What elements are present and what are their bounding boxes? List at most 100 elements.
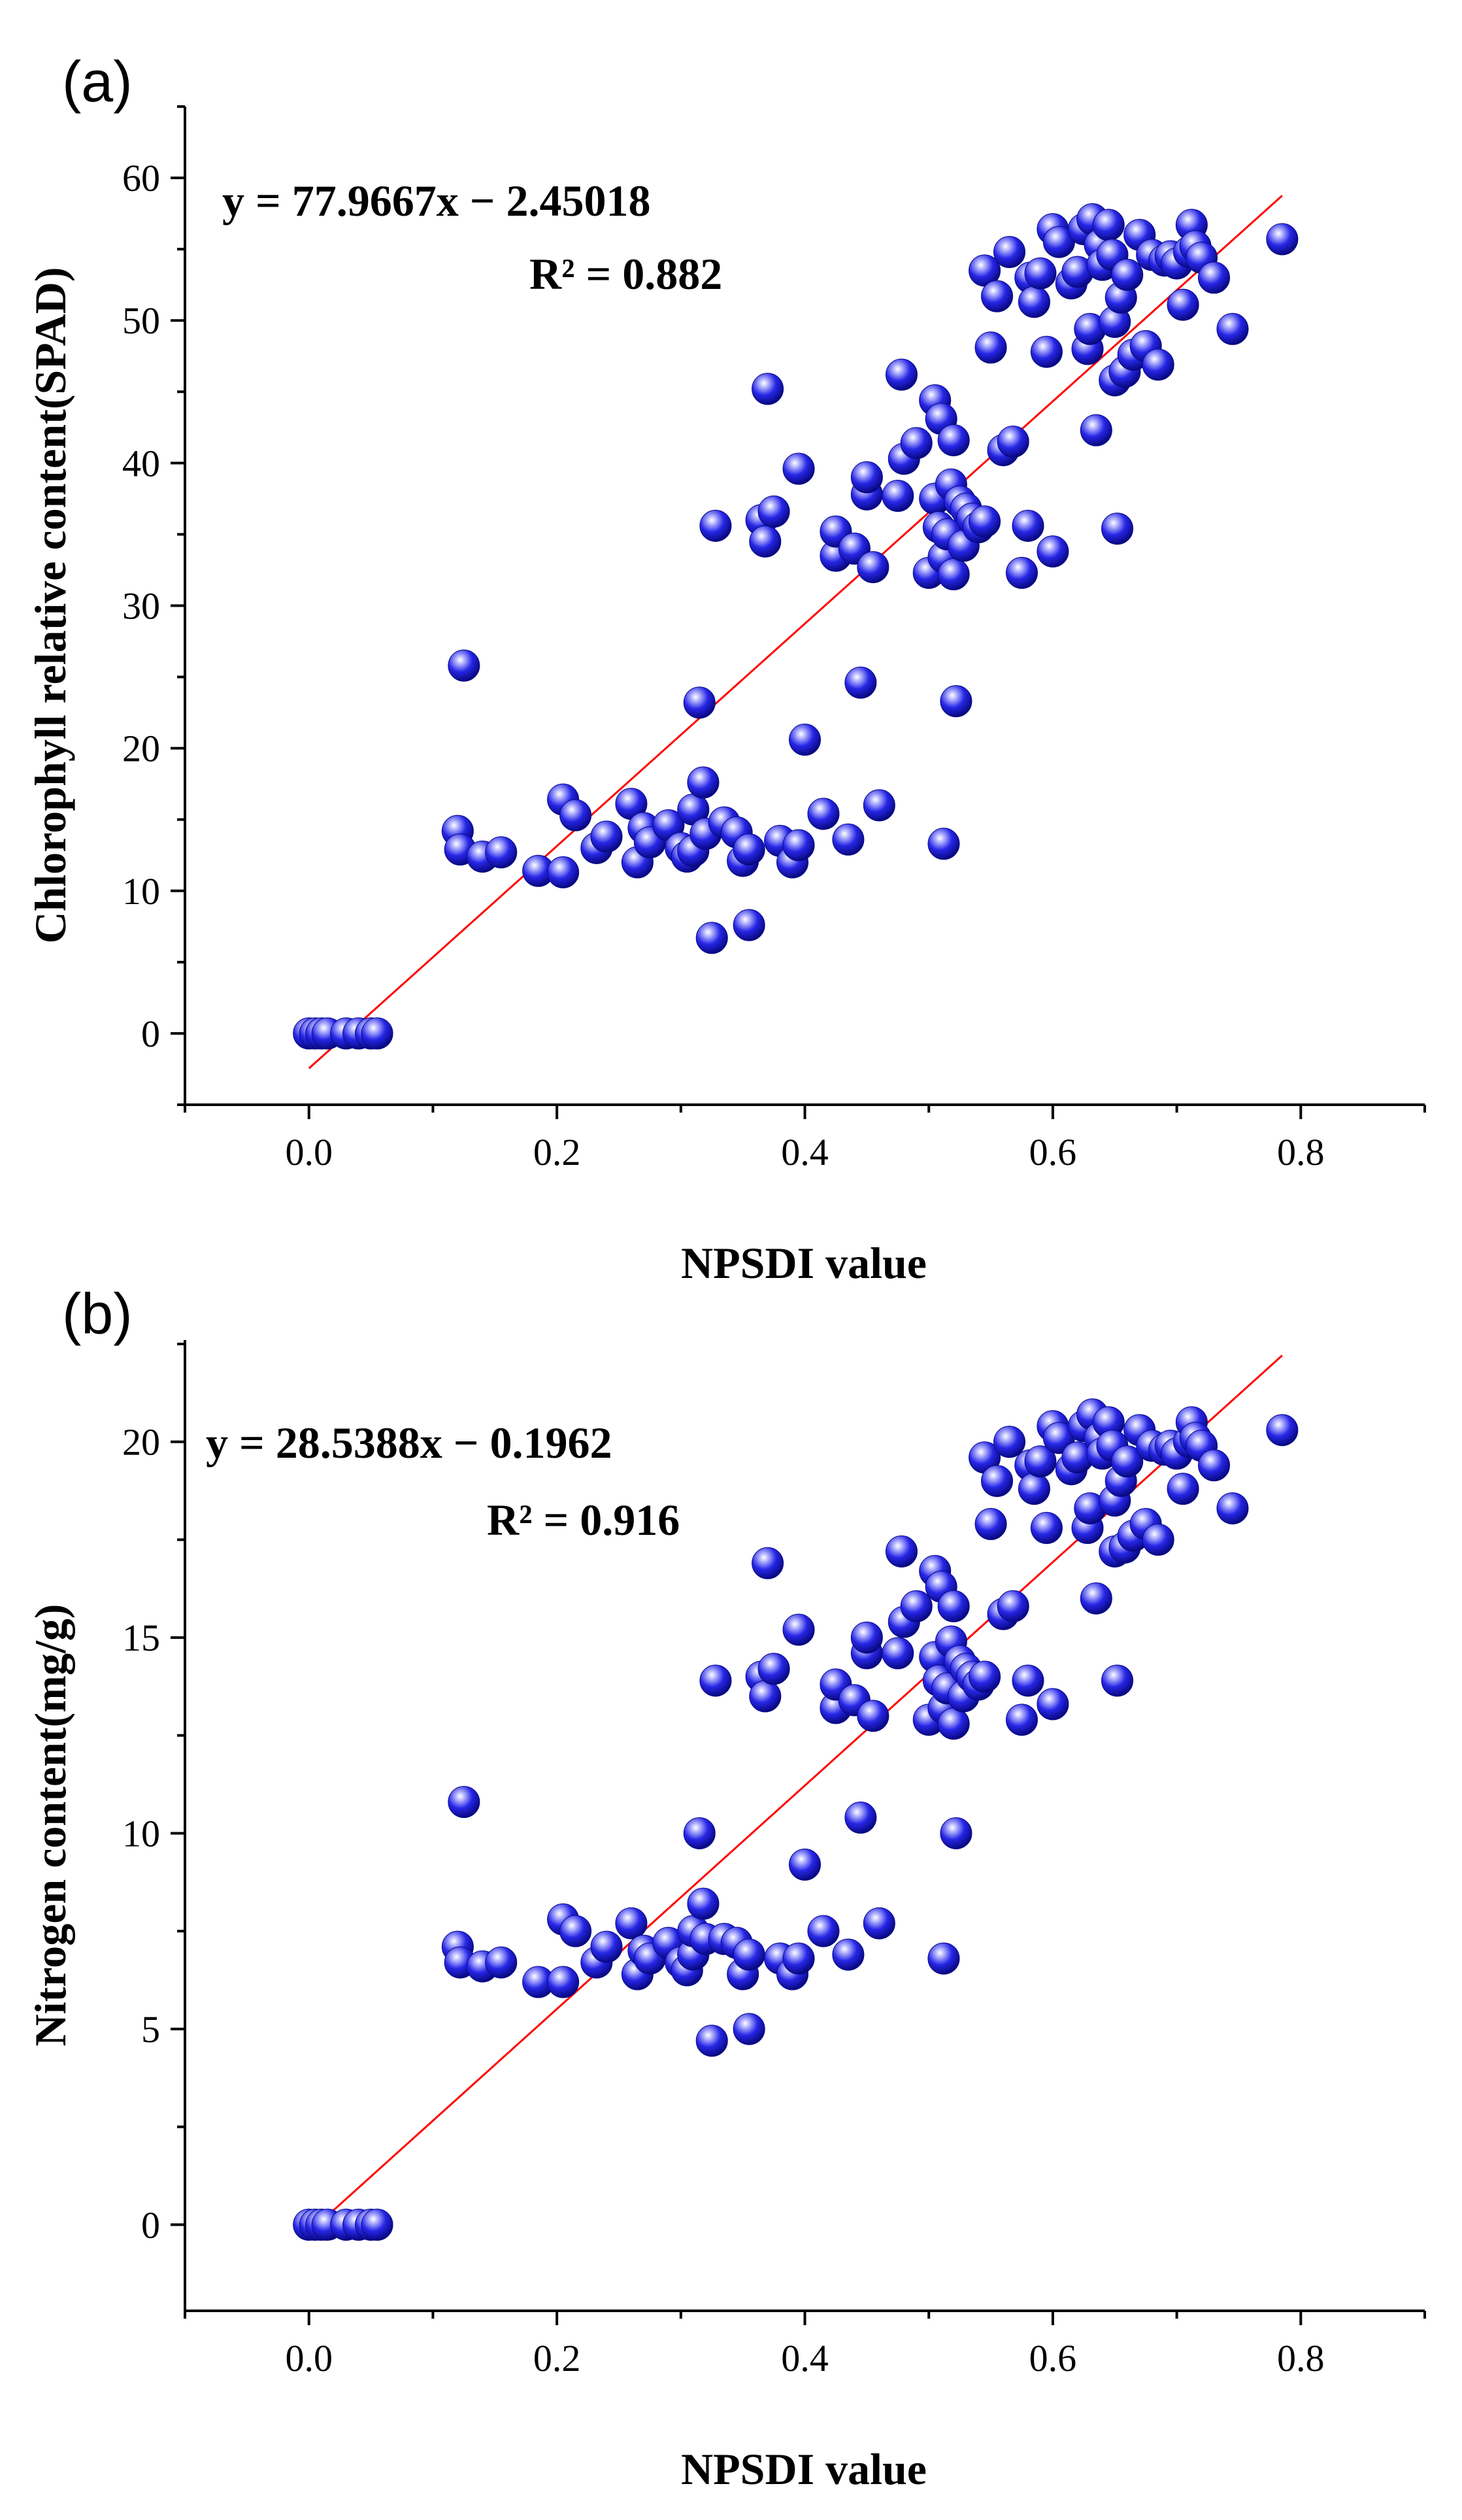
data-point	[752, 1547, 784, 1579]
data-point	[1266, 1414, 1299, 1447]
data-point	[993, 1426, 1026, 1458]
x-tick-label: 0.4	[781, 2337, 829, 2379]
data-point	[699, 1664, 732, 1697]
data-point	[1030, 335, 1063, 368]
data-point	[1080, 1582, 1112, 1615]
data-point	[1142, 348, 1174, 381]
data-point	[969, 1660, 1001, 1693]
x-tick-label: 0.8	[1277, 2337, 1325, 2379]
data-point	[927, 1942, 960, 1975]
y-tick-label: 20	[122, 1421, 160, 1464]
data-point	[882, 1637, 914, 1670]
x-tick-label: 0.6	[1029, 2337, 1077, 2379]
data-point	[687, 766, 720, 799]
data-point	[974, 1507, 1007, 1540]
data-point	[981, 280, 1014, 312]
data-point	[559, 1915, 592, 1947]
data-point	[885, 1535, 918, 1568]
data-point	[1101, 1664, 1134, 1697]
data-point	[782, 1613, 815, 1646]
y-axis-title: Nitrogen content(mg/g)	[25, 1604, 75, 2047]
data-point	[937, 1590, 970, 1622]
data-point	[1167, 1473, 1199, 1505]
data-point	[1216, 312, 1249, 345]
data-point	[361, 1017, 393, 1050]
data-point	[1101, 512, 1134, 545]
data-point	[485, 1946, 518, 1979]
data-point	[749, 525, 782, 558]
y-tick-label: 10	[122, 870, 160, 913]
fit-line	[308, 195, 1283, 1069]
data-point	[850, 461, 883, 494]
data-point	[857, 1700, 889, 1732]
y-tick-label: 60	[122, 157, 160, 199]
data-point	[485, 836, 518, 869]
data-point	[683, 686, 716, 719]
data-point	[695, 2024, 728, 2057]
y-tick-label: 40	[122, 442, 160, 484]
y-tick-label: 5	[141, 2008, 160, 2051]
data-point	[937, 424, 970, 456]
data-point	[1111, 258, 1144, 291]
data-point	[1030, 1511, 1063, 1544]
data-point	[844, 1802, 877, 1834]
data-point	[940, 685, 972, 718]
data-point	[547, 856, 580, 888]
data-point	[857, 551, 889, 584]
data-point	[993, 236, 1026, 269]
data-point	[1018, 286, 1050, 318]
data-point	[900, 1590, 933, 1622]
data-point	[927, 828, 960, 860]
data-points	[293, 203, 1299, 1050]
x-axis-title: NPSDI value	[681, 2444, 927, 2494]
data-point	[1092, 209, 1125, 241]
x-tick-label: 0.0	[285, 2337, 333, 2379]
data-point	[683, 1817, 716, 1849]
data-point	[885, 358, 918, 391]
data-point	[782, 829, 815, 862]
x-tick-label: 0.4	[781, 1131, 829, 1173]
data-point	[1167, 288, 1199, 321]
data-point	[937, 1707, 970, 1740]
data-point	[448, 1786, 480, 1819]
y-tick-label: 0	[141, 1013, 160, 1055]
axis-ticks: 0.0 0.2 0.4 0.6 0.8 0 5 10 15 20	[122, 1342, 1426, 2379]
data-point	[789, 1848, 821, 1881]
data-point	[699, 509, 732, 542]
data-point	[361, 2208, 393, 2241]
y-tick-label: 30	[122, 585, 160, 628]
data-point	[749, 1680, 782, 1713]
data-point	[615, 1907, 648, 1940]
data-point	[832, 823, 865, 856]
r-squared: R² = 0.882	[529, 249, 722, 299]
panel-label: (a)	[62, 49, 133, 114]
axis-ticks: 0.0 0.2 0.4 0.6 0.8 0 10 20 30 40 50 60	[122, 105, 1426, 1173]
data-point	[863, 1907, 895, 1940]
data-point	[1005, 1704, 1038, 1736]
data-point	[559, 799, 592, 832]
data-point	[1037, 1688, 1069, 1721]
x-tick-label: 0.6	[1029, 1131, 1077, 1173]
data-point	[590, 820, 623, 853]
data-point	[448, 649, 480, 682]
data-point	[1198, 261, 1231, 294]
data-point	[1037, 535, 1069, 568]
data-point	[733, 909, 765, 941]
panel-label: (b)	[62, 1281, 133, 1346]
data-point	[863, 789, 895, 822]
r-squared: R² = 0.916	[487, 1495, 680, 1545]
panel-a: (a) 0.0 0.2 0.4 0.6 0.8 0 10 20 30 40 50 60 y = 77.…	[25, 49, 1426, 1288]
data-point	[1012, 509, 1044, 542]
data-point	[782, 1942, 815, 1975]
regression-equation: y = 28.5388x − 0.1962	[206, 1418, 612, 1468]
data-point	[1005, 556, 1038, 589]
data-point	[937, 558, 970, 591]
data-point	[1080, 414, 1112, 446]
data-point	[752, 373, 784, 405]
data-point	[1012, 1664, 1044, 1697]
data-point	[981, 1465, 1014, 1498]
data-point	[940, 1817, 972, 1849]
regression-equation: y = 77.9667x − 2.45018	[222, 176, 651, 226]
data-point	[807, 1915, 840, 1947]
